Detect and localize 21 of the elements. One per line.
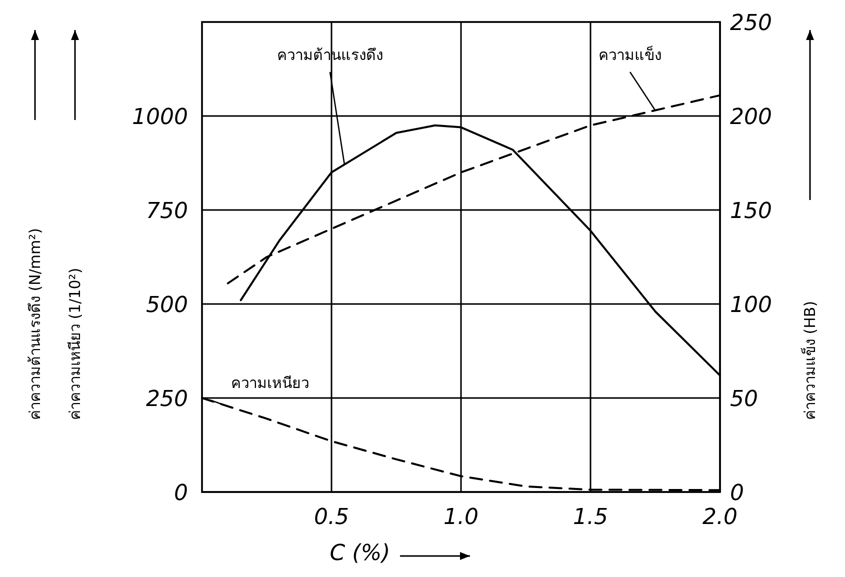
y-tick-label: 750 — [146, 199, 188, 224]
y-tick-label: 0 — [174, 481, 188, 506]
text: ค่าความเหนียว (1/10²) — [66, 268, 84, 420]
y-tick-label: 250 — [146, 387, 188, 412]
y2-tick-label: 200 — [730, 105, 772, 130]
y-tick-label: 500 — [146, 293, 188, 318]
y2-tick-label: 150 — [730, 199, 772, 224]
text: ค่าความต้านแรงดึง (N/mm²) — [26, 228, 44, 420]
series-label: ความเหนียว — [231, 374, 309, 392]
x-tick-label: 1.5 — [573, 505, 608, 530]
y2-tick-label: 50 — [730, 387, 758, 412]
text: ความแข็ง — [598, 45, 662, 64]
y2-tick-label: 0 — [730, 481, 744, 506]
y2-tick-label: 250 — [730, 11, 772, 36]
y2-tick-label: 100 — [730, 293, 772, 318]
x-tick-label: 2.0 — [702, 505, 738, 530]
y-tick-label: 1000 — [132, 105, 188, 130]
x-tick-label: 0.5 — [314, 505, 349, 530]
x-tick-label: 1.0 — [444, 505, 478, 530]
x-axis-title: C (%) — [330, 541, 390, 566]
y2-axis-title: ค่าความแข็ง (HB) — [800, 300, 819, 420]
